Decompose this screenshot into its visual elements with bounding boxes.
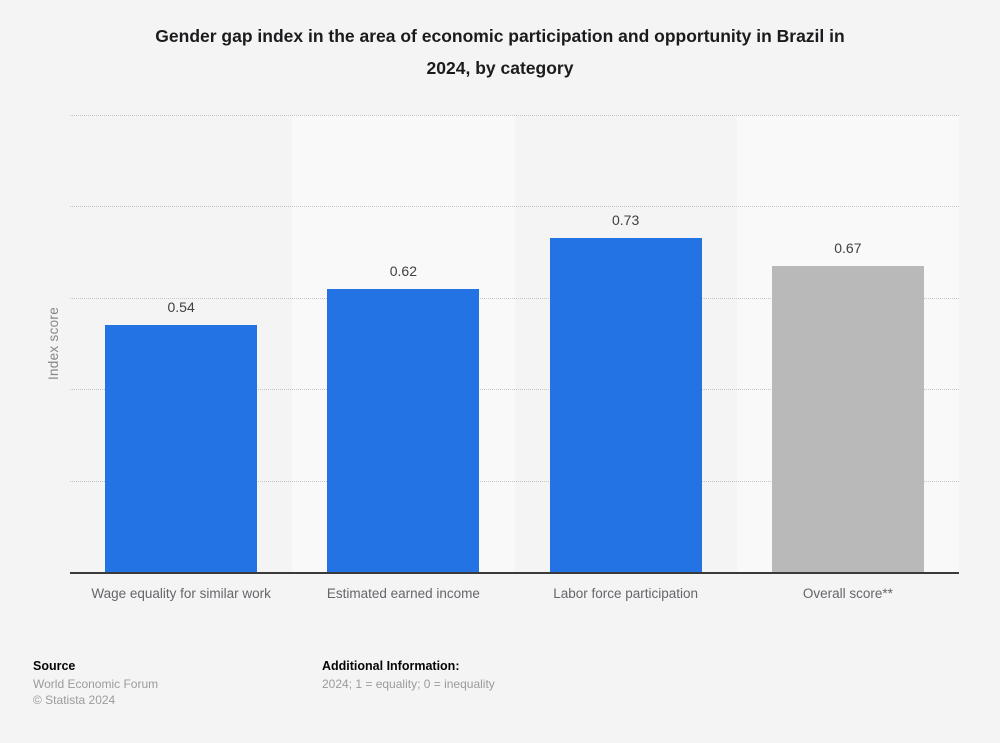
bar-value-label: 0.54 [167, 299, 195, 316]
additional-info-block: Additional Information: 2024; 1 = equali… [322, 658, 495, 693]
source-heading: Source [33, 659, 76, 673]
bar-value-label: 0.73 [612, 212, 640, 229]
gridline [70, 297, 959, 299]
source-line: World Economic Forum [33, 677, 159, 691]
gridline [70, 480, 959, 482]
gridline [70, 389, 959, 391]
plot-column: 0.73 [515, 115, 737, 572]
plot-column: 0.67 [736, 115, 959, 572]
x-axis-labels: Wage equality for similar work Estimated … [70, 586, 959, 601]
y-axis-label-wrap: Index score [41, 115, 67, 572]
gridline [70, 206, 959, 208]
bar-value-label: 0.62 [389, 262, 417, 279]
copyright-line: © Statista 2024 [33, 692, 116, 707]
plot-column: 0.54 [70, 115, 292, 572]
y-axis-label: Index score [46, 306, 62, 381]
category-label-wage-equality-for-similar-work: Wage equality for similar work [91, 586, 271, 601]
source-block: Source World Economic Forum © Statista 2… [33, 658, 158, 708]
chart-title-line-2: 2024, by category [426, 58, 574, 78]
category-label-estimated-earned-income: Estimated earned income [326, 586, 480, 601]
category-label-overall-score: Overall score** [802, 586, 893, 601]
category-label-labor-force-participation: Labor force participation [553, 586, 699, 601]
bar-labor-force-participation[interactable]: 0.73 [549, 212, 702, 572]
gridline [70, 115, 959, 116]
plot-column: 0.62 [292, 115, 515, 572]
additional-info-line: 2024; 1 = equality; 0 = inequality [322, 677, 495, 691]
additional-info-heading: Additional Information: [322, 659, 460, 673]
bar-overall-score[interactable]: 0.67 [771, 240, 924, 572]
chart-title: Gender gap index in the area of economic… [40, 20, 960, 84]
chart-title-line-1: Gender gap index in the area of economic… [155, 26, 845, 46]
bar-wage-equality-for-similar-work[interactable]: 0.54 [105, 299, 258, 572]
bar-value-label: 0.67 [834, 239, 862, 256]
bar-estimated-earned-income[interactable]: 0.62 [327, 263, 480, 572]
plot-area: 0.54 0.62 0.73 0.67 [70, 115, 959, 574]
